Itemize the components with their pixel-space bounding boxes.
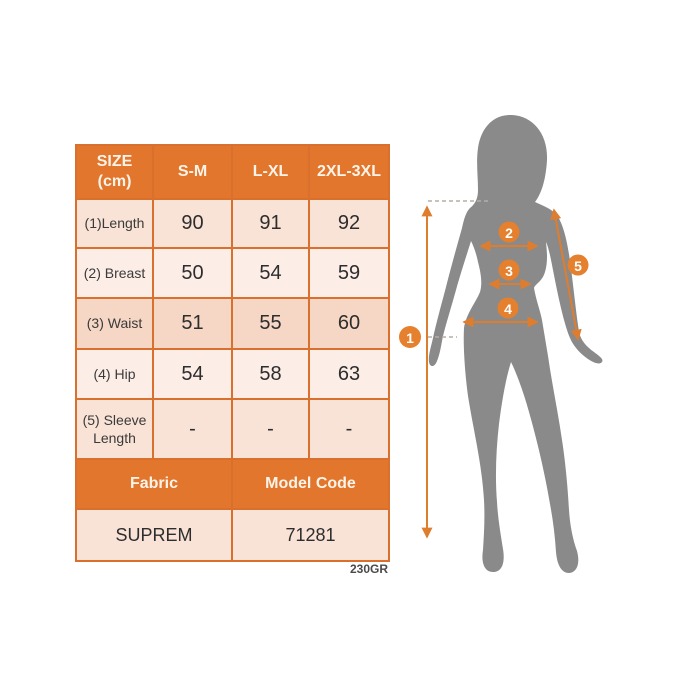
size-unit-header: SIZE (cm) [75,144,154,200]
female-figure-silhouette [428,114,603,573]
marker-2-badge: 2 [498,221,520,243]
sleeve-sm-value: - [152,398,233,460]
size-table: SIZE (cm) S-M L-XL 2XL-3XL (1)Length 90 … [75,144,390,562]
fabric-value: SUPREM [75,508,233,562]
table-footer-header-row: Fabric Model Code [75,458,390,510]
breast-lxl-value: 54 [231,247,310,299]
svg-text:3: 3 [505,263,513,279]
hip-sm-value: 54 [152,348,233,400]
marker-3-badge: 3 [498,259,520,281]
hip-lxl-value: 58 [231,348,310,400]
hip-2xl3xl-value: 63 [308,348,390,400]
length-lxl-value: 91 [231,198,310,249]
model-code-header: Model Code [231,458,390,510]
col-header-sm: S-M [152,144,233,200]
col-header-lxl: L-XL [231,144,310,200]
table-row-hip: (4) Hip 54 58 63 [75,348,390,400]
table-row-sleeve-length: (5) Sleeve Length - - - [75,398,390,460]
waist-lxl-value: 55 [231,297,310,350]
breast-sm-value: 50 [152,247,233,299]
sleeve-measure-arrow [550,208,582,341]
fabric-weight-note: 230GR [349,562,388,576]
svg-text:4: 4 [504,301,512,317]
breast-2xl3xl-value: 59 [308,247,390,299]
measurement-figure: 1 2 3 4 5 [399,114,603,573]
waist-2xl3xl-value: 60 [308,297,390,350]
row-label-length: (1)Length [75,198,154,249]
length-sm-value: 90 [152,198,233,249]
size-table-header-row: SIZE (cm) S-M L-XL 2XL-3XL [75,144,390,200]
svg-text:2: 2 [505,225,513,241]
fabric-header: Fabric [75,458,233,510]
model-code-value: 71281 [231,508,390,562]
marker-1-badge: 1 [399,326,421,348]
row-label-breast: (2) Breast [75,247,154,299]
marker-4-badge: 4 [497,297,519,319]
sleeve-2xl3xl-value: - [308,398,390,460]
col-header-2xl3xl: 2XL-3XL [308,144,390,200]
svg-text:5: 5 [574,258,582,274]
waist-sm-value: 51 [152,297,233,350]
marker-5-badge: 5 [567,254,589,276]
row-label-sleeve-length: (5) Sleeve Length [75,398,154,460]
svg-text:1: 1 [406,330,414,346]
sleeve-lxl-value: - [231,398,310,460]
table-row-length: (1)Length 90 91 92 [75,198,390,249]
table-footer-value-row: SUPREM 71281 [75,508,390,562]
table-row-breast: (2) Breast 50 54 59 [75,247,390,299]
row-label-hip: (4) Hip [75,348,154,400]
row-label-waist: (3) Waist [75,297,154,350]
length-2xl3xl-value: 92 [308,198,390,249]
table-row-waist: (3) Waist 51 55 60 [75,297,390,350]
